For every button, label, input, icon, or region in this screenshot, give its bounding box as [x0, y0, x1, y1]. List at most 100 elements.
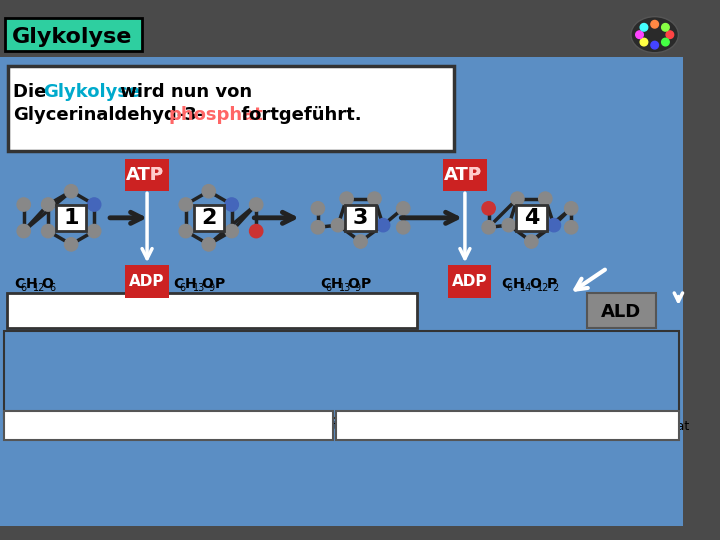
Circle shape	[225, 198, 238, 211]
Text: P: P	[361, 277, 371, 291]
Text: 3: 3	[199, 420, 208, 433]
FancyBboxPatch shape	[588, 293, 656, 328]
Text: O: O	[42, 277, 53, 291]
Text: P: P	[215, 277, 225, 291]
Text: phosphat: phosphat	[169, 106, 264, 124]
Text: Fruktose-6-phosphat: Fruktose-6-phosphat	[211, 420, 339, 433]
Text: Glukose-6-phosphat: Glukose-6-phosphat	[87, 420, 212, 433]
Circle shape	[179, 225, 192, 238]
Text: 9: 9	[209, 283, 215, 293]
Text: Bis zu diesem Zeitpunkt wurde mithilfe der: Bis zu diesem Zeitpunkt wurde mithilfe d…	[12, 343, 315, 357]
Circle shape	[65, 238, 78, 251]
Circle shape	[640, 38, 648, 46]
FancyBboxPatch shape	[448, 265, 492, 298]
Text: 6: 6	[20, 283, 26, 293]
FancyBboxPatch shape	[4, 411, 333, 440]
Ellipse shape	[631, 17, 678, 53]
Circle shape	[662, 24, 669, 31]
Text: 2: 2	[201, 208, 217, 228]
FancyBboxPatch shape	[125, 159, 169, 191]
Circle shape	[510, 192, 524, 205]
FancyBboxPatch shape	[443, 159, 487, 191]
Text: 9: 9	[355, 283, 361, 293]
Circle shape	[368, 192, 381, 205]
Text: Glycerinaldehyd-3-phosphat: Glycerinaldehyd-3-phosphat	[513, 420, 690, 433]
FancyBboxPatch shape	[125, 265, 169, 298]
Circle shape	[547, 219, 561, 232]
Circle shape	[502, 219, 516, 232]
Text: ADP: ADP	[114, 382, 148, 396]
Circle shape	[331, 219, 345, 232]
Circle shape	[377, 219, 390, 232]
Text: , da in vorangegangenen: , da in vorangegangenen	[112, 363, 291, 376]
Text: fortgeführt.: fortgeführt.	[235, 106, 362, 124]
Text: 6: 6	[325, 283, 332, 293]
Text: ADP: ADP	[452, 274, 487, 289]
Text: 2 Moleküle ATP: 2 Moleküle ATP	[12, 382, 131, 396]
Circle shape	[42, 198, 55, 211]
FancyBboxPatch shape	[0, 14, 683, 57]
Text: wird nun von: wird nun von	[114, 83, 252, 100]
Text: Die: Die	[13, 83, 53, 100]
Circle shape	[340, 192, 354, 205]
FancyBboxPatch shape	[5, 18, 143, 51]
Text: 1: 1	[8, 420, 17, 433]
Text: 13: 13	[193, 283, 205, 293]
FancyBboxPatch shape	[0, 57, 683, 526]
Text: P: P	[149, 166, 162, 184]
Text: 2: 2	[552, 283, 559, 293]
Text: 6: 6	[50, 283, 55, 293]
Text: Glykolyse: Glykolyse	[338, 343, 413, 357]
Text: 12: 12	[537, 283, 549, 293]
Circle shape	[564, 201, 578, 215]
Circle shape	[202, 185, 215, 198]
Text: P: P	[467, 166, 480, 184]
Text: C: C	[14, 277, 24, 291]
Circle shape	[311, 201, 325, 215]
Text: Glycerinaldehyd-3-: Glycerinaldehyd-3-	[13, 106, 204, 124]
Circle shape	[564, 221, 578, 234]
Circle shape	[17, 225, 30, 238]
FancyBboxPatch shape	[346, 205, 376, 231]
Circle shape	[250, 225, 263, 238]
Text: H: H	[26, 277, 37, 291]
Text: ADP: ADP	[130, 274, 165, 289]
Circle shape	[662, 38, 669, 46]
Text: 12: 12	[33, 283, 45, 293]
Text: 6: 6	[507, 283, 513, 293]
FancyBboxPatch shape	[194, 205, 224, 231]
Circle shape	[17, 198, 30, 211]
Circle shape	[525, 235, 538, 248]
Text: 13: 13	[338, 283, 351, 293]
Text: Fruktose-1,6-bisphosphat: Fruktose-1,6-bisphosphat	[351, 420, 509, 433]
FancyBboxPatch shape	[6, 293, 417, 328]
Circle shape	[42, 225, 55, 238]
FancyBboxPatch shape	[4, 330, 680, 418]
Text: ALD: ALD	[601, 303, 642, 321]
Circle shape	[640, 24, 648, 31]
FancyBboxPatch shape	[516, 205, 546, 231]
Circle shape	[202, 238, 215, 251]
Circle shape	[651, 21, 659, 28]
Text: in: in	[98, 382, 119, 396]
Text: keine: keine	[421, 343, 464, 357]
Text: 2: 2	[76, 420, 85, 433]
FancyBboxPatch shape	[56, 205, 86, 231]
Text: P: P	[546, 277, 557, 291]
Circle shape	[482, 221, 495, 234]
Circle shape	[88, 225, 101, 238]
Text: C: C	[174, 277, 184, 291]
Text: ATP: ATP	[444, 166, 482, 184]
Circle shape	[397, 221, 410, 234]
Circle shape	[65, 185, 78, 198]
Circle shape	[482, 201, 495, 215]
Text: Glykolyse: Glykolyse	[42, 83, 140, 100]
Text: umgewandelt wurden.: umgewandelt wurden.	[135, 382, 294, 396]
Text: H: H	[331, 277, 343, 291]
Text: Reaktionsschritten: Reaktionsschritten	[266, 363, 414, 376]
Circle shape	[250, 198, 263, 211]
Circle shape	[666, 31, 674, 38]
Text: 5: 5	[501, 420, 510, 433]
Text: H: H	[513, 277, 524, 291]
Text: 4: 4	[523, 208, 539, 228]
